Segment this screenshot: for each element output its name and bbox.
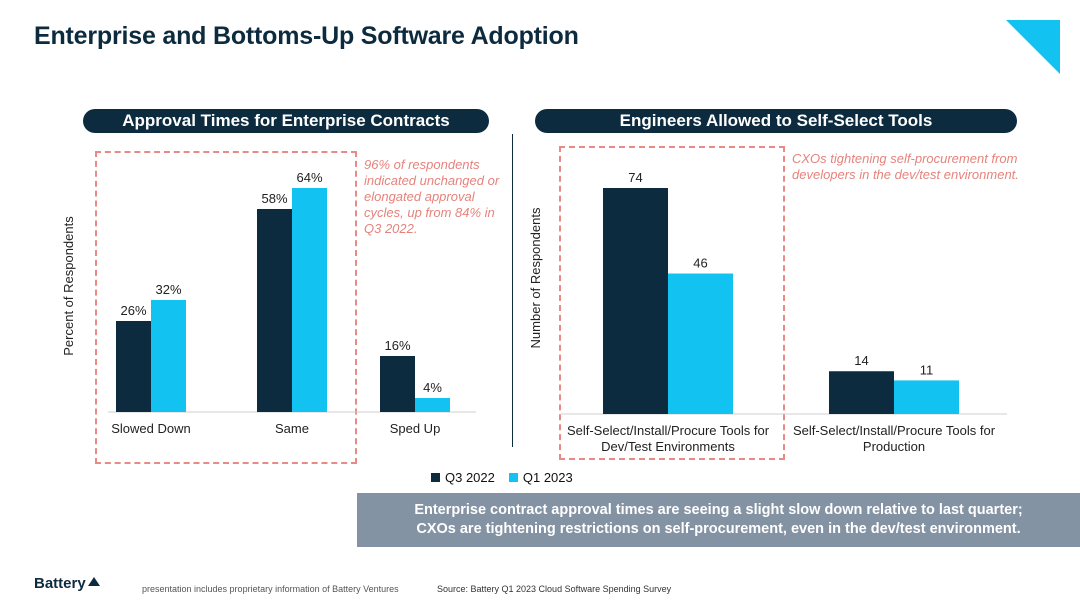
chart-2-bar-2-2: [894, 380, 959, 414]
chart-1-category-label-1: Slowed Down: [111, 421, 191, 436]
chart-1-data-label-2-1: 32%: [155, 282, 181, 297]
chart-1-bar-1-2: [257, 209, 292, 412]
logo-triangle-icon: [87, 577, 100, 586]
legend-swatch-q3: [431, 473, 440, 482]
chart-1-category-label-3: Sped Up: [390, 421, 441, 436]
summary-callout: Enterprise contract approval times are s…: [357, 493, 1080, 547]
chart-1-data-label-1-3: 16%: [384, 338, 410, 353]
footer-disclaimer: presentation includes proprietary inform…: [142, 584, 399, 594]
callout-line-2: CXOs are tightening restrictions on self…: [416, 521, 1021, 537]
chart-1-y-axis-label: Percent of Respondents: [61, 216, 76, 356]
panel-divider: [512, 134, 513, 447]
left-panel-heading: Approval Times for Enterprise Contracts: [83, 109, 489, 133]
chart-2-bar-1-1: [603, 188, 668, 414]
chart-2-data-label-1-2: 14: [854, 353, 868, 368]
chart-legend: Q3 2022 Q1 2023: [431, 470, 587, 485]
chart-2-bar-1-2: [829, 371, 894, 414]
chart-1-bar-2-3: [415, 398, 450, 412]
chart-1-category-label-2: Same: [275, 421, 309, 436]
chart-1-data-label-2-3: 4%: [423, 380, 442, 395]
legend-label-q1: Q1 2023: [522, 470, 573, 485]
chart-1-data-label-1-1: 26%: [120, 303, 146, 318]
chart-1-data-label-1-2: 58%: [261, 191, 287, 206]
logo-text: Battery: [34, 575, 86, 592]
chart-1-bar-1-1: [116, 321, 151, 412]
chart-2-y-axis-label: Number of Respondents: [528, 207, 543, 348]
chart-2-bar-2-1: [668, 273, 733, 414]
right-panel-heading: Engineers Allowed to Self-Select Tools: [535, 109, 1017, 133]
chart-1-bar-2-2: [292, 188, 327, 412]
highlight-box-right: [559, 146, 785, 460]
battery-logo: Battery: [34, 575, 100, 592]
left-panel-note: 96% of respondents indicated unchanged o…: [364, 157, 500, 236]
footer-source: Source: Battery Q1 2023 Cloud Software S…: [437, 584, 672, 594]
highlight-box-left: [95, 151, 357, 464]
legend-item-q1: Q1 2023: [508, 470, 573, 485]
chart-2-category-label-1-line-2: Dev/Test Environments: [601, 439, 735, 454]
chart-1-bar-1-3: [380, 356, 415, 412]
page-title: Enterprise and Bottoms-Up Software Adopt…: [34, 22, 579, 50]
legend-swatch-q1: [508, 473, 518, 482]
corner-triangle-icon: [1006, 20, 1060, 74]
chart-1-bar-2-1: [151, 300, 186, 412]
legend-label-q3: Q3 2022: [445, 470, 495, 485]
right-panel-note: CXOs tightening self-procurement from de…: [792, 151, 1019, 182]
chart-2-data-label-2-2: 11: [920, 362, 934, 377]
chart-2-data-label-1-1: 74: [628, 170, 642, 185]
chart-2-category-label-2-line-2: Production: [863, 439, 925, 454]
chart-2-category-label-2-line-1: Self-Select/Install/Procure Tools for: [793, 423, 996, 438]
chart-2-data-label-2-1: 46: [693, 256, 707, 271]
callout-line-1: Enterprise contract approval times are s…: [414, 502, 1023, 518]
legend-item-q3: Q3 2022: [431, 470, 495, 485]
chart-2-category-label-1-line-1: Self-Select/Install/Procure Tools for: [567, 423, 770, 438]
chart-1-data-label-2-2: 64%: [296, 170, 322, 185]
